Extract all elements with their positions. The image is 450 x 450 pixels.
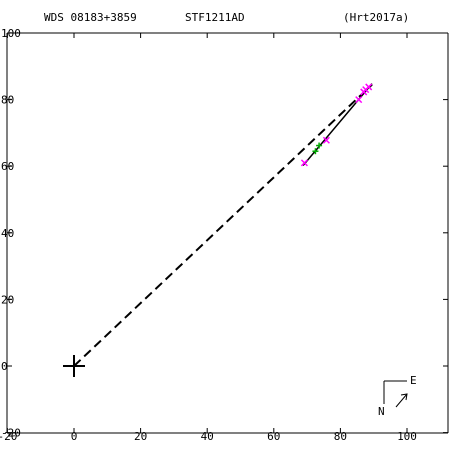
y-tick-label: 40 (1, 227, 14, 240)
compass-east-label: E (410, 374, 417, 387)
y-tick-label: 80 (1, 94, 14, 107)
primary-star-marker (63, 355, 85, 377)
x-tick-label: -20 (0, 430, 17, 443)
measurement-markers (300, 83, 373, 167)
compass: E N (378, 374, 417, 418)
header-right: (Hrt2017a) (343, 11, 409, 24)
measurement-x-marker (322, 136, 330, 144)
y-tick-label: 60 (1, 160, 14, 173)
measurement-x-marker (300, 159, 308, 167)
axis-ticks (6, 32, 448, 434)
measurement-plus-marker (316, 142, 323, 149)
compass-north-label: N (378, 405, 385, 418)
y-tick-label: 0 (1, 360, 8, 373)
x-tick-label: 80 (334, 430, 347, 443)
x-tick-label: 100 (397, 430, 417, 443)
y-tick-label: 100 (1, 27, 21, 40)
x-tick-label: 0 (71, 430, 78, 443)
measurement-plus-marker (312, 148, 319, 155)
measurement-x-marker (355, 96, 363, 104)
orbit-dashed-line (73, 83, 373, 367)
y-tick-label: -20 (1, 427, 21, 440)
compass-arrow-head (400, 393, 408, 401)
header-left: WDS 08183+3859 (44, 11, 137, 24)
compass-arrow-shaft (395, 393, 408, 408)
x-tick-label: 60 (267, 430, 280, 443)
measurement-x-marker (365, 83, 373, 91)
y-tick-label: 20 (1, 293, 14, 306)
header-center: STF1211AD (185, 11, 245, 24)
x-tick-label: 20 (134, 430, 147, 443)
x-tick-label: 40 (201, 430, 214, 443)
